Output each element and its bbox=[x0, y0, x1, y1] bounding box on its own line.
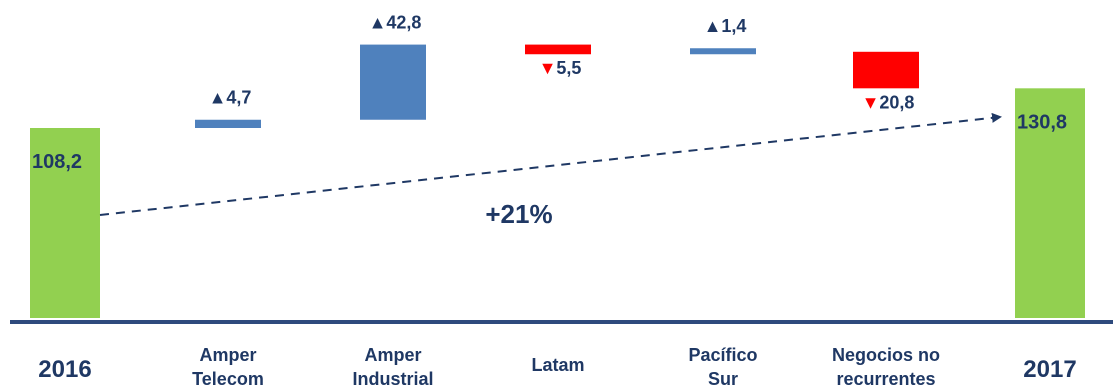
category-label-6: 2017 bbox=[1023, 356, 1076, 383]
value-label-4: ▲1,4 bbox=[704, 16, 747, 36]
value-label-3: ▼5,5 bbox=[539, 58, 582, 78]
bar-6 bbox=[1015, 88, 1085, 318]
bar-3 bbox=[525, 44, 591, 55]
value-label-2: ▲42,8 bbox=[369, 13, 422, 33]
category-label-2: Amper Industrial bbox=[352, 345, 433, 389]
bar-2 bbox=[360, 44, 426, 120]
category-label-1: Amper Telecom bbox=[192, 345, 264, 389]
category-label-4: Pacífico Sur bbox=[688, 345, 757, 389]
value-label-6: 130,8 bbox=[1017, 111, 1067, 133]
value-label-0: 108,2 bbox=[32, 151, 82, 173]
bar-4 bbox=[690, 48, 756, 55]
category-label-3: Latam bbox=[531, 355, 584, 375]
bar-0 bbox=[30, 128, 100, 318]
value-label-1: ▲4,7 bbox=[209, 88, 252, 108]
bar-5 bbox=[853, 51, 919, 89]
value-label-5: ▼20,8 bbox=[862, 92, 915, 112]
bar-1 bbox=[195, 119, 261, 128]
growth-annotation: +21% bbox=[485, 199, 552, 229]
category-label-0: 2016 bbox=[38, 356, 91, 383]
growth-trend-arrow bbox=[99, 112, 1002, 216]
category-label-5: Negocios no recurrentes bbox=[832, 345, 940, 389]
